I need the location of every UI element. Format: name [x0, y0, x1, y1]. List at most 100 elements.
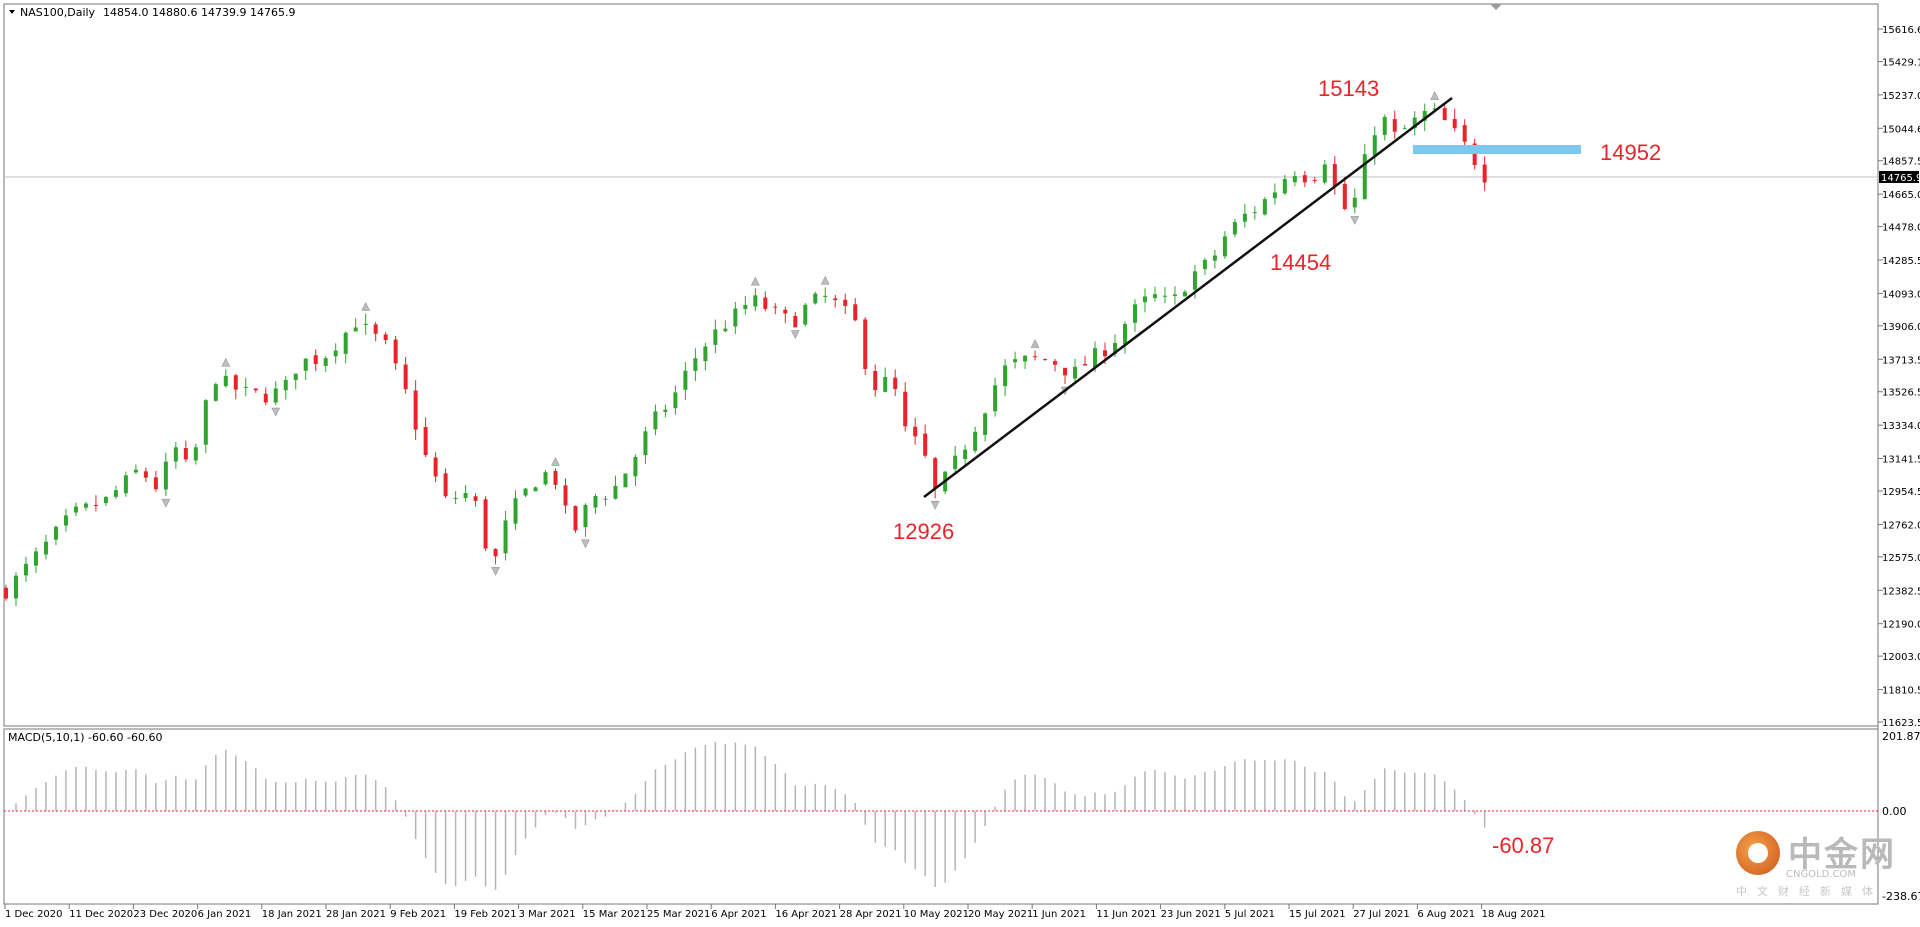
candle-body	[1322, 164, 1327, 183]
candle-body	[513, 498, 518, 524]
candle-body	[963, 449, 968, 460]
watermark-tagline: 中文财经新媒体	[1736, 885, 1883, 898]
candle-body	[1302, 175, 1307, 183]
x-tick-label: 15 Mar 2021	[583, 909, 646, 920]
candle-body	[463, 492, 468, 498]
dropdown-icon[interactable]	[9, 10, 15, 14]
candle-body	[283, 379, 288, 391]
candle-body	[413, 390, 418, 430]
candle-body	[1172, 294, 1177, 297]
candle-body	[313, 355, 318, 365]
candle-body	[1352, 197, 1357, 208]
fractal-down-icon	[581, 539, 590, 549]
candle-body	[883, 376, 888, 392]
candle-body	[453, 498, 458, 500]
candle-body	[1162, 295, 1167, 297]
trendline-lower	[923, 97, 1453, 498]
y-tick-label: 13526.5	[1882, 388, 1920, 399]
candle-body	[23, 563, 28, 576]
x-tick-label: 6 Jan 2021	[198, 909, 252, 920]
candle-body	[33, 551, 38, 566]
annotation-high: 15143	[1318, 76, 1379, 101]
candle-body	[1412, 117, 1417, 129]
candle-body	[53, 526, 58, 540]
candle-body	[63, 515, 68, 526]
candle-body	[1142, 296, 1147, 303]
candle-body	[1063, 367, 1068, 376]
candle-body	[693, 358, 698, 371]
x-tick-label: 11 Dec 2020	[69, 909, 133, 920]
candle-body	[643, 431, 648, 456]
candle-body	[293, 373, 298, 381]
y-tick-label: 14665.0	[1882, 190, 1920, 201]
candle-body	[1262, 199, 1267, 215]
candle-body	[843, 299, 848, 306]
candle-body	[533, 487, 538, 492]
x-tick-label: 18 Jan 2021	[262, 909, 322, 920]
candle-body	[683, 370, 688, 390]
fractal-up-icon	[1430, 91, 1440, 100]
y-tick-label: 15429.1	[1882, 58, 1920, 69]
candle-body	[723, 328, 728, 332]
candle-body	[123, 475, 128, 494]
candle-body	[363, 323, 368, 325]
candle-body	[603, 498, 608, 500]
logo-icon	[1736, 831, 1780, 875]
current-price-text: 14765.9	[1881, 173, 1920, 184]
candle-body	[993, 385, 998, 412]
annotation-resistance: 14952	[1600, 140, 1661, 165]
candle-body	[663, 409, 668, 413]
x-tick-label: 11 Jun 2021	[1096, 909, 1156, 920]
candle-body	[203, 400, 208, 445]
candle-body	[1212, 255, 1217, 261]
candle-body	[193, 447, 198, 461]
candle-body	[1093, 348, 1098, 368]
candle-body	[373, 324, 378, 334]
candle-body	[223, 375, 228, 387]
candle-body	[403, 364, 408, 390]
x-tick-label: 19 Feb 2021	[454, 909, 516, 920]
candle-body	[4, 587, 8, 599]
x-tick-label: 1 Jun 2021	[1032, 909, 1086, 920]
candle-body	[1332, 163, 1337, 187]
x-tick-label: 15 Jul 2021	[1289, 909, 1346, 920]
candle-body	[703, 346, 708, 362]
candle-body	[1103, 350, 1108, 357]
candle-body	[1182, 291, 1187, 297]
candle-body	[1242, 213, 1247, 222]
candle-body	[1192, 271, 1197, 290]
candle-body	[1292, 176, 1297, 183]
candle-body	[143, 471, 148, 478]
candle-body	[243, 386, 248, 388]
fractal-up-icon	[750, 276, 760, 286]
candle-body	[383, 334, 388, 341]
x-tick-label: 23 Jun 2021	[1161, 909, 1221, 920]
x-tick-label: 10 May 2021	[904, 909, 969, 920]
candle-body	[1033, 356, 1038, 358]
candle-body	[153, 477, 158, 490]
candle-body	[493, 548, 498, 557]
candle-body	[1043, 359, 1048, 361]
macd-axis-zero: 0.00	[1882, 805, 1907, 818]
candle-body	[183, 448, 188, 460]
candle-body	[633, 456, 638, 477]
macd-panel-frame	[3, 728, 1879, 905]
candle-body	[1342, 183, 1347, 210]
candle-body	[773, 306, 778, 308]
y-tick-label: 14478.0	[1882, 223, 1920, 234]
candle-body	[823, 295, 828, 297]
fractal-down-icon	[161, 498, 171, 508]
candle-body	[83, 503, 88, 508]
x-tick-label: 5 Jul 2021	[1225, 909, 1275, 920]
y-tick-label: 13713.5	[1882, 355, 1920, 366]
candle-body	[503, 520, 508, 554]
candle-body	[1053, 361, 1058, 365]
candle-body	[323, 358, 328, 366]
y-tick-label: 13334.0	[1882, 421, 1920, 432]
candle-body	[13, 575, 18, 599]
x-tick-label: 28 Apr 2021	[840, 909, 902, 920]
candle-body	[1023, 355, 1028, 362]
candle-body	[103, 496, 108, 504]
candle-body	[393, 339, 398, 364]
candle-body	[213, 384, 218, 401]
